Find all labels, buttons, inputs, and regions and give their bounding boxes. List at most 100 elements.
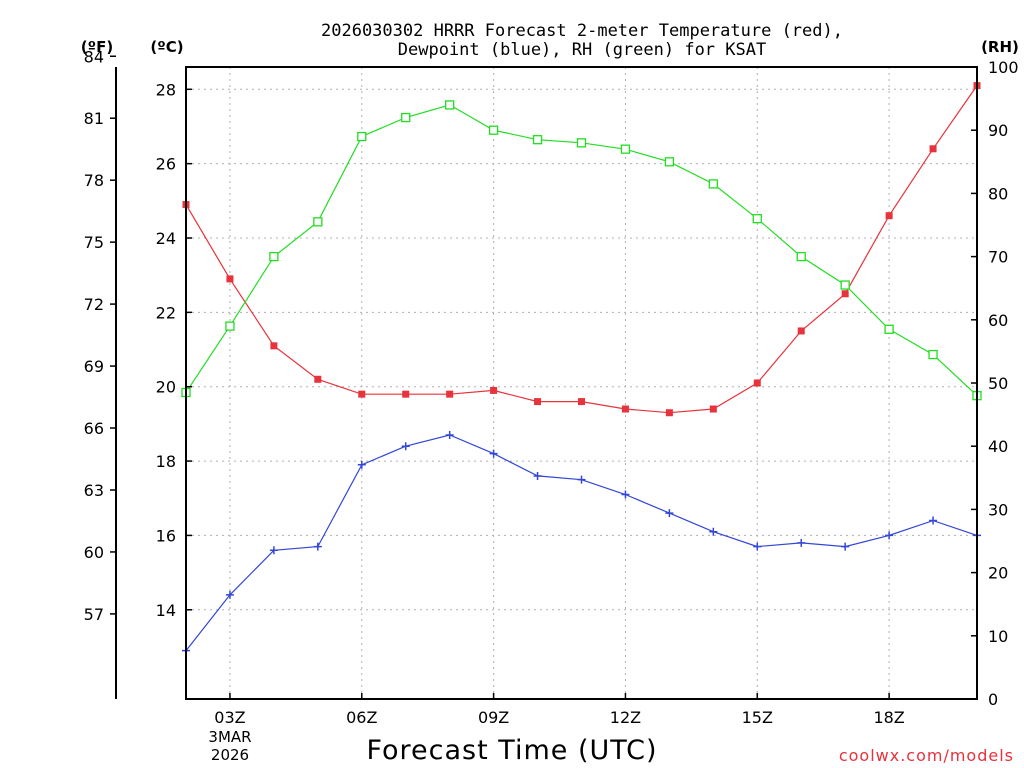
dewpoint-point (929, 516, 938, 525)
celsius-axis: 14 16 18 20 22 24 26 28 (156, 80, 192, 620)
temperature-point (885, 212, 893, 220)
fahrenheit-tick-label: 57 (84, 605, 104, 624)
rh-tick-label: 100 (988, 58, 1019, 77)
time-tick-label: 06Z (346, 708, 377, 727)
grid-lines (186, 67, 977, 699)
temperature-point (578, 398, 585, 406)
data-series (181, 82, 982, 655)
time-tick-label: 12Z (610, 708, 641, 727)
celsius-tick-label: 26 (156, 155, 176, 174)
rh-tick-label: 50 (988, 374, 1008, 393)
dewpoint-point (577, 475, 586, 484)
celsius-tick-label: 22 (156, 303, 176, 322)
rh-unit-label: (RH) (981, 38, 1019, 56)
x-axis-title: Forecast Time (UTC) (366, 735, 657, 766)
fahrenheit-tick-label: 66 (84, 419, 104, 438)
rh-point (445, 100, 455, 110)
temperature-point (709, 405, 717, 413)
dewpoint-point (709, 527, 718, 536)
fahrenheit-tick-label: 84 (84, 47, 104, 66)
fahrenheit-tick-label: 81 (84, 109, 104, 128)
date-label-year: 2026 (211, 746, 249, 764)
dewpoint-point (489, 449, 498, 458)
rh-point (664, 157, 675, 167)
celsius-unit-label: (ºC) (150, 38, 183, 56)
dewpoint-point (621, 490, 630, 499)
rh-tick-label: 60 (988, 311, 1008, 330)
rh-point (752, 214, 762, 224)
temperature-point (841, 290, 849, 298)
rh-tick-label: 20 (988, 564, 1008, 583)
rh-point (225, 321, 235, 331)
celsius-tick-label: 24 (156, 229, 176, 248)
chart-title-line-1: 2026030302 HRRR Forecast 2-meter Tempera… (321, 21, 843, 41)
dewpoint-point (533, 471, 542, 480)
dewpoint-point (665, 509, 674, 518)
rh-point (357, 131, 367, 142)
rh-point (576, 138, 587, 148)
celsius-tick-label: 18 (156, 452, 176, 471)
celsius-tick-label: 16 (156, 526, 176, 545)
site-credit: coolwx.com/models (839, 746, 1014, 765)
fahrenheit-tick-label: 78 (84, 171, 104, 190)
rh-point (269, 251, 279, 262)
rh-tick-label: 40 (988, 437, 1008, 456)
dewpoint-point (269, 546, 278, 555)
rh-point (313, 217, 323, 227)
dewpoint-point (797, 538, 806, 547)
temperature-point (929, 145, 937, 153)
rh-point (884, 324, 894, 334)
rh-tick-label: 0 (988, 690, 998, 709)
rh-line (185, 104, 978, 397)
time-tick-label: 18Z (873, 708, 904, 727)
dewpoint-point (841, 542, 850, 551)
rh-tick-label: 80 (988, 184, 1008, 203)
dewpoint-line (185, 434, 978, 652)
chart-title-line-2: Dewpoint (blue), RH (green) for KSAT (398, 40, 766, 60)
rh-tick-label: 70 (988, 248, 1008, 267)
temperature-point (665, 409, 673, 417)
temperature-point (314, 375, 322, 383)
temperature-point (446, 390, 454, 398)
dewpoint-point (313, 542, 322, 551)
celsius-tick-label: 14 (156, 601, 176, 620)
fahrenheit-tick-label: 63 (84, 481, 104, 500)
fahrenheit-unit-label: (ºF) (81, 38, 113, 56)
temperature-line (185, 85, 978, 414)
dewpoint-point (401, 442, 410, 451)
dewpoint-point (357, 460, 366, 469)
plot-frame (185, 66, 978, 700)
fahrenheit-tick-label: 75 (84, 233, 104, 252)
dewpoint-point (225, 590, 234, 599)
fahrenheit-tick-label: 60 (84, 543, 104, 562)
rh-point (708, 179, 718, 189)
dewpoint-point (445, 431, 454, 440)
temperature-point (753, 379, 761, 387)
rh-tick-label: 90 (988, 121, 1008, 140)
dewpoint-point (753, 542, 762, 551)
rh-point (401, 112, 411, 123)
time-axis: 03Z 06Z 09Z 12Z 15Z 18Z (214, 693, 905, 727)
fahrenheit-tick-label: 72 (84, 295, 104, 314)
fahrenheit-axis: 57 60 63 66 69 72 75 78 81 84 (84, 47, 116, 624)
temperature-point (797, 327, 805, 335)
temperature-point (621, 405, 629, 413)
rh-point (620, 144, 631, 154)
temperature-point (270, 342, 278, 350)
date-label-month: 3MAR (208, 728, 251, 746)
rh-point (532, 135, 543, 145)
temperature-point (534, 398, 542, 406)
temperature-point (490, 386, 498, 394)
temperature-point (358, 390, 366, 398)
celsius-tick-label: 20 (156, 378, 176, 397)
fahrenheit-tick-label: 69 (84, 357, 104, 376)
rh-point (488, 125, 499, 135)
rh-tick-label: 30 (988, 500, 1008, 519)
temperature-point (402, 390, 410, 398)
time-tick-label: 03Z (214, 708, 245, 727)
rh-tick-label: 10 (988, 627, 1008, 646)
rh-axis: 0 10 20 30 40 50 60 70 80 90 100 (971, 58, 1019, 709)
celsius-tick-label: 28 (156, 80, 176, 99)
time-tick-label: 15Z (742, 708, 773, 727)
